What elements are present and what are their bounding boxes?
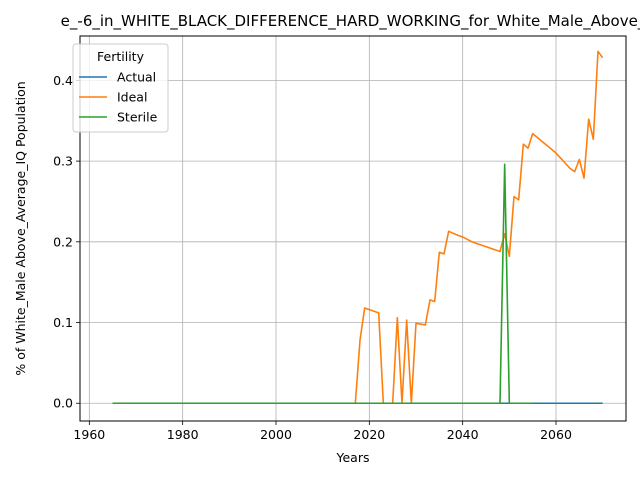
legend-label-ideal: Ideal [117,90,147,105]
y-tick-label: 0.0 [53,396,73,411]
legend: Fertility Actual Ideal Sterile [72,43,169,133]
y-tick-label: 0.1 [53,315,73,330]
x-tick-label: 2060 [540,427,572,442]
series-layer [112,50,604,405]
x-axis-label: Years [336,450,370,465]
plot-frame [79,35,627,422]
y-tick-label: 0.4 [53,73,73,88]
y-axis-label: % of White_Male Above_Average_IQ Populat… [13,81,28,375]
y-tick-label: 0.3 [53,154,73,169]
series-line-sterile [112,163,533,405]
legend-title: Fertility [97,49,145,64]
legend-label-sterile: Sterile [117,110,158,125]
legend-box [72,43,169,133]
y-tick-label: 0.2 [53,234,73,249]
tick-layer: 1960 1980 2000 2020 2040 2060 0.0 0.1 0.2 0.3 0.4 [53,73,572,442]
x-tick-label: 1980 [167,427,199,442]
series-line-ideal [112,50,604,405]
x-tick-label: 2040 [447,427,479,442]
x-tick-label: 2000 [260,427,292,442]
legend-entries: Actual Ideal Sterile [79,70,158,125]
chart-title: e_-6_in_WHITE_BLACK_DIFFERENCE_HARD_WORK… [61,12,640,31]
legend-label-actual: Actual [117,70,156,85]
x-tick-label: 1960 [73,427,105,442]
x-tick-label: 2020 [353,427,385,442]
